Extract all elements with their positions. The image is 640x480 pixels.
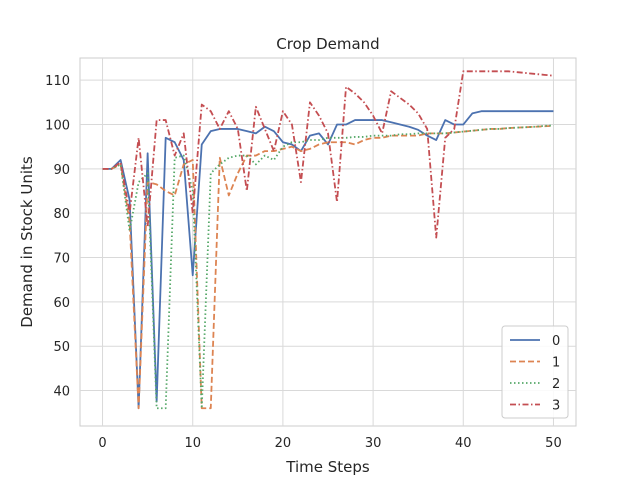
y-axis-label: Demand in Stock Units [18, 156, 36, 328]
legend-label-0: 0 [552, 334, 560, 349]
x-tick-label: 10 [184, 436, 201, 451]
y-tick-label: 40 [53, 385, 70, 400]
x-tick-label: 50 [545, 436, 562, 451]
legend: 0 1 2 3 [501, 325, 569, 419]
series-line-2 [102, 124, 554, 410]
y-tick-label: 50 [53, 340, 70, 355]
legend-items: 0 1 2 3 [510, 334, 560, 414]
legend-label-3: 3 [552, 399, 560, 414]
y-tick-label: 70 [53, 252, 70, 267]
legend-label-1: 1 [552, 356, 560, 371]
y-tick-label: 80 [53, 207, 70, 222]
y-tick-label: 90 [53, 163, 70, 178]
x-tick-label: 30 [365, 436, 382, 451]
y-tick-label: 100 [45, 119, 70, 134]
x-axis-label: Time Steps [285, 458, 370, 476]
x-tick-label: 0 [98, 436, 106, 451]
x-tick-label: 40 [455, 436, 472, 451]
x-tick-labels: 0 10 20 30 40 50 [98, 436, 561, 451]
y-tick-label: 60 [53, 296, 70, 311]
series-lines [102, 70, 554, 410]
legend-label-2: 2 [552, 377, 560, 392]
x-tick-label: 20 [275, 436, 292, 451]
legend-box [501, 325, 569, 419]
y-tick-label: 110 [45, 74, 70, 89]
y-tick-labels: 40 50 60 70 80 90 100 110 [45, 74, 70, 399]
series-line-3 [102, 70, 554, 239]
chart-title: Crop Demand [276, 35, 379, 53]
